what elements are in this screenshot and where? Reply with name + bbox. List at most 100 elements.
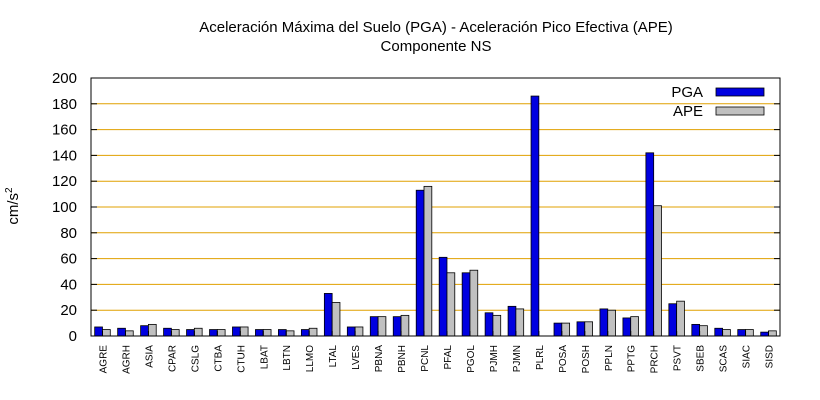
y-tick-label: 200: [52, 70, 77, 87]
bar-pga-pjmn: [507, 305, 517, 337]
x-tick-label: SCAS: [719, 345, 730, 373]
bar-pga-pcnl: [415, 189, 425, 337]
x-tick-label: PCNL: [420, 345, 431, 372]
x-tick-label: PFAL: [443, 345, 454, 370]
x-tick-label: LBTN: [282, 345, 293, 371]
x-tick-label: PBNA: [374, 345, 385, 373]
x-tick-label: PRCH: [650, 345, 661, 373]
legend-label-ape: APE: [673, 103, 703, 120]
y-tick-labels: 0 20 40 60 80 100 120 140 160 180 200: [52, 70, 77, 345]
bar-pga-pfal: [438, 256, 448, 337]
bar-pga-ppln: [599, 308, 609, 337]
bar-ape-posa: [561, 322, 571, 337]
y-tick-label: 100: [52, 199, 77, 216]
y-tick-label: 160: [52, 122, 77, 139]
bar-pga-posa: [553, 322, 563, 337]
y-tick-label: 140: [52, 147, 77, 164]
x-tick-label: PPLN: [604, 345, 615, 371]
bar-ape-pjmn: [515, 308, 525, 337]
y-tick-label: 120: [52, 173, 77, 190]
x-tick-labels: AGRE AGRH ASIA CPAR CSLG CTBA CTUH LBAT LBTN LLMO…: [98, 345, 775, 374]
bar-ape-siac: [745, 329, 754, 337]
plot-frame: [90, 77, 781, 337]
legend-swatch-pga: [715, 87, 765, 97]
axes: [90, 77, 781, 337]
legend: PGA APE: [671, 84, 765, 120]
y-tick-label: 80: [60, 225, 77, 242]
bar-ape-scas: [722, 329, 731, 337]
bar-pga-sbeb: [691, 323, 701, 337]
bar-ape-llmo: [308, 327, 318, 337]
bar-pga-pgol: [461, 272, 471, 337]
bar-ape-lves: [354, 326, 364, 337]
bar-ape-posh: [584, 321, 593, 337]
bar-pga-pjmh: [484, 312, 494, 337]
bar-pga-lbat: [255, 329, 264, 337]
x-tick-label: SIAC: [742, 345, 753, 368]
bar-pga-cslg: [186, 329, 195, 337]
bar-pga-scas: [714, 327, 723, 337]
bars: [94, 95, 777, 337]
bar-pga-asia: [140, 325, 149, 337]
y-tick-label: 40: [60, 276, 77, 293]
y-tick-label: 0: [69, 328, 77, 345]
y-axis-label-base: cm/s: [5, 193, 22, 225]
bar-pga-ctba: [209, 329, 218, 337]
bar-pga-siac: [737, 329, 746, 337]
bar-ape-ltal: [331, 302, 341, 337]
bar-ape-lbtn: [285, 330, 295, 337]
x-tick-label: AGRH: [121, 345, 132, 374]
bar-pga-llmo: [300, 329, 310, 337]
bar-ape-pgol: [469, 269, 479, 337]
x-tick-label: PGOL: [466, 345, 477, 373]
legend-swatch-ape: [715, 106, 765, 116]
x-tick-label: POSA: [558, 345, 569, 373]
bar-ape-pbnh: [400, 314, 410, 337]
x-tick-label: SISD: [765, 345, 776, 368]
bar-pga-pbnh: [392, 316, 402, 337]
bar-pga-cpar: [163, 327, 172, 337]
x-tick-label: CSLG: [190, 345, 201, 372]
bar-ape-psvt: [676, 300, 685, 337]
bar-ape-pbna: [377, 316, 387, 337]
x-tick-label: CTBA: [213, 345, 224, 372]
legend-label-pga: PGA: [671, 84, 703, 101]
x-tick-label: LBAT: [259, 345, 270, 369]
bar-ape-sisd: [768, 330, 777, 337]
bar-ape-prch: [653, 205, 662, 337]
bar-ape-cslg: [193, 327, 203, 337]
bar-pga-ctuh: [232, 326, 241, 337]
y-tick-label: 180: [52, 96, 77, 113]
bar-ape-agrh: [125, 330, 134, 337]
bar-pga-agre: [94, 326, 103, 337]
bar-ape-ctuh: [239, 326, 249, 337]
x-tick-label: CTUH: [236, 345, 247, 373]
chart-subtitle: Componente NS: [381, 38, 492, 55]
bar-pga-pbna: [369, 316, 379, 337]
bar-pga-prch: [645, 152, 655, 337]
x-tick-label: PLRL: [535, 345, 546, 370]
x-tick-label: AGRE: [98, 345, 109, 374]
x-tick-label: PPTG: [627, 345, 638, 372]
bar-pga-sisd: [760, 331, 769, 337]
bar-pga-posh: [576, 321, 586, 337]
x-tick-label: PJMN: [512, 345, 523, 372]
x-tick-label: ASIA: [144, 345, 155, 368]
x-tick-label: PJMH: [489, 345, 500, 372]
bar-pga-plrl: [530, 95, 540, 337]
bar-ape-pptg: [630, 316, 639, 337]
bar-ape-pfal: [446, 272, 456, 337]
bar-ape-asia: [148, 323, 157, 337]
bar-pga-lbtn: [278, 329, 287, 337]
y-axis-label-exponent: 2: [4, 187, 15, 193]
x-tick-label: PBNH: [397, 345, 408, 373]
bar-ape-agre: [102, 329, 111, 337]
bar-pga-lves: [346, 326, 356, 337]
x-tick-label: PSVT: [673, 345, 684, 371]
chart-title: Aceleración Máxima del Suelo (PGA) - Ace…: [199, 19, 673, 36]
grid: [91, 103, 780, 311]
y-tick-label: 20: [60, 302, 77, 319]
bar-ape-pcnl: [423, 185, 433, 337]
x-tick-label: POSH: [581, 345, 592, 373]
bar-pga-pptg: [622, 317, 632, 337]
